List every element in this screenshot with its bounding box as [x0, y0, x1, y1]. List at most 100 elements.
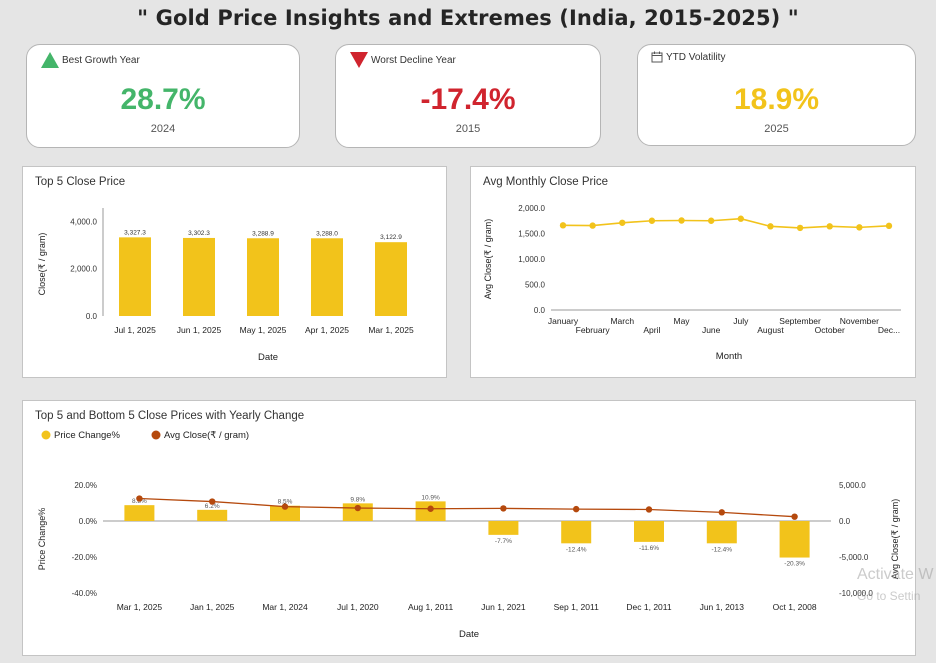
y-tick-label: 20.0%	[74, 481, 97, 490]
x-axis-label: Date	[459, 629, 479, 640]
avg-close-point	[209, 498, 216, 505]
triangle-down-icon	[350, 52, 368, 68]
bar-data-label: -12.4%	[711, 546, 732, 553]
y-tick-label: 500.0	[525, 281, 546, 290]
bar	[197, 509, 228, 521]
y-tick-label: 0.0	[534, 306, 546, 315]
bar	[119, 237, 151, 316]
x-tick-label: January	[548, 316, 579, 326]
x-tick-label: February	[576, 325, 611, 335]
top5-close-chart: 0.0 2,000.0 4,000.0 3,327.3 Jul 1, 2025 3,302…	[37, 208, 414, 363]
bar	[706, 521, 737, 544]
x-tick-label: July	[733, 316, 749, 326]
bar	[488, 521, 519, 535]
y-tick-label: 2,000.0	[518, 204, 545, 213]
x-tick-label: September	[779, 316, 821, 326]
avg-close-point	[354, 504, 361, 512]
line-point	[678, 217, 685, 224]
x-tick-label: Jul 1, 2025	[114, 325, 156, 335]
bar-data-label: -12.4%	[566, 546, 587, 553]
y2-axis-label: Avg Close(₹ / gram)	[890, 499, 900, 580]
avg-close-line	[139, 497, 795, 518]
bar-data-label: -11.6%	[639, 545, 659, 552]
y-tick-label: 1,000.0	[518, 255, 545, 264]
y-axis-label: Price Change%	[37, 508, 47, 571]
kpi-value: 28.7%	[120, 83, 206, 116]
line-point	[737, 215, 745, 222]
y2-tick-label: 0.0	[839, 517, 851, 526]
settings-watermark: Go to Settin	[857, 589, 921, 603]
yearly-change-panel: Top 5 and Bottom 5 Close Prices with Yea…	[22, 400, 916, 656]
line-point	[885, 222, 893, 230]
legend-marker-price-change	[41, 430, 51, 440]
x-tick-label: Jun 1, 2013	[700, 602, 745, 612]
bar-data-label: -20.3%	[784, 561, 805, 568]
x-tick-label: Apr 1, 2025	[305, 325, 349, 335]
x-tick-label: Mar 1, 2025	[368, 325, 414, 335]
y2-tick-label: -10,000.0	[839, 589, 873, 598]
activate-watermark: Activate W	[857, 566, 934, 583]
y2-tick-label: -5,000.0	[839, 553, 869, 562]
x-axis-label: Month	[716, 351, 742, 362]
y-tick-label: 1,500.0	[518, 230, 545, 239]
triangle-up-icon	[41, 52, 59, 68]
x-tick-label: Jun 1, 2025	[177, 325, 222, 335]
x-tick-label: Dec 1, 2011	[626, 602, 671, 612]
kpi-card-best-growth[interactable]: Best Growth Year 28.7% 2024	[26, 44, 300, 148]
x-tick-label: Dec...	[878, 325, 900, 335]
x-tick-label: Aug 1, 2011	[408, 602, 453, 612]
kpi-card-worst-decline[interactable]: Worst Decline Year -17.4% 2015	[335, 44, 601, 148]
x-tick-label: March	[610, 316, 634, 326]
bar	[247, 238, 279, 316]
kpi-card-ytd-volatility[interactable]: YTD Volatility 18.9% 2025	[637, 44, 916, 146]
x-tick-label: Jan 1, 2025	[190, 602, 235, 612]
chart-title: Top 5 and Bottom 5 Close Prices with Yea…	[35, 410, 305, 422]
x-tick-label: May	[674, 316, 691, 326]
y-tick-label: -20.0%	[72, 553, 97, 562]
kpi-label: Best Growth Year	[62, 54, 140, 66]
x-tick-label: Sep 1, 2011	[554, 602, 599, 612]
bar	[311, 238, 343, 316]
line-point	[796, 224, 804, 232]
y-tick-label: 0.0%	[79, 517, 97, 526]
calendar-icon	[651, 51, 663, 63]
bar-data-label: 3,122.9	[380, 234, 402, 241]
bar-data-label: -7.7%	[495, 538, 512, 545]
bar-data-label: 3,288.0	[316, 230, 338, 237]
chart-title: Top 5 Close Price	[35, 176, 126, 188]
x-tick-label: Oct 1, 2008	[773, 602, 817, 612]
avg-monthly-chart: 0.0 500.0 1,000.0 1,500.0 2,000.0 JanuaryFebr…	[483, 204, 901, 362]
bar	[779, 521, 810, 558]
bar	[561, 521, 592, 544]
top5-close-panel: Top 5 Close Price 0.0 2,000.0 4,000.0 3,327…	[22, 166, 447, 378]
line-point	[856, 224, 863, 231]
avg-monthly-panel: Avg Monthly Close Price 0.0 500.0 1,000.0 1…	[470, 166, 916, 378]
chart-title: Avg Monthly Close Price	[483, 176, 609, 188]
line-point	[707, 217, 715, 224]
bar-data-label: 3,302.3	[188, 230, 210, 237]
y-tick-label: 4,000.0	[70, 217, 97, 226]
y-tick-label: -40.0%	[72, 589, 97, 598]
bar-data-label: 8.5%	[278, 499, 293, 506]
x-tick-label: June	[702, 325, 721, 335]
kpi-value: 18.9%	[733, 83, 820, 116]
kpi-value: -17.4%	[420, 83, 516, 116]
kpi-year: 2024	[150, 123, 176, 135]
avg-close-point	[645, 506, 653, 513]
x-tick-label: May 1, 2025	[240, 325, 287, 335]
bar	[270, 505, 300, 521]
kpi-label: Worst Decline Year	[371, 54, 456, 66]
bar-data-label: 3,288.9	[252, 230, 274, 237]
series-line	[562, 217, 890, 229]
line-point	[619, 219, 626, 226]
avg-close-point	[281, 503, 289, 510]
avg-close-point	[791, 513, 798, 520]
x-tick-label: Mar 1, 2025	[117, 602, 163, 612]
bar-data-label: 3,327.3	[124, 229, 146, 236]
x-tick-label: April	[643, 325, 660, 335]
line-point	[826, 223, 833, 230]
avg-close-point	[427, 505, 434, 512]
y-tick-label: 2,000.0	[70, 265, 97, 274]
yearly-change-chart: Price Change% Avg Close(₹ / gram) -40.0% -2…	[37, 430, 900, 640]
x-tick-label: Jun 1, 2021	[481, 602, 526, 612]
